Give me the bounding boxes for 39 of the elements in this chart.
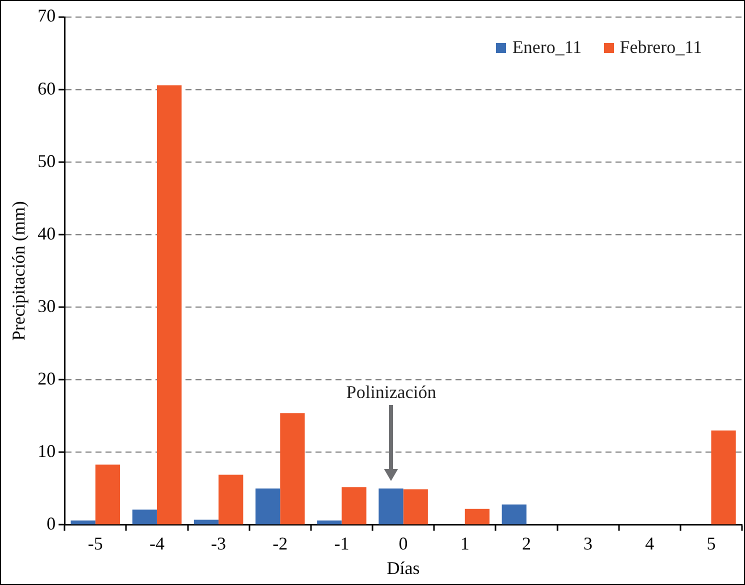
bar — [280, 413, 305, 524]
x-tick-label: -4 — [149, 533, 164, 554]
x-tick-label: 0 — [398, 533, 408, 554]
legend-label: Enero_11 — [512, 37, 582, 58]
bar — [711, 430, 736, 524]
bar — [156, 85, 182, 524]
y-tick-label: 30 — [38, 296, 56, 316]
bar — [194, 520, 219, 524]
y-tick-label: 40 — [38, 223, 56, 244]
bar — [464, 508, 490, 524]
x-axis-title: Días — [386, 558, 420, 578]
y-tick-label: 50 — [38, 150, 56, 171]
y-axis-title: Precipitación (mm) — [8, 201, 29, 341]
y-tick-label: 10 — [38, 440, 56, 461]
y-tick-label: 70 — [38, 6, 56, 26]
bar — [132, 510, 157, 524]
bar — [378, 488, 404, 524]
bar — [218, 474, 244, 524]
bar — [403, 489, 428, 524]
x-tick-label: -3 — [211, 533, 226, 554]
legend-label: Febrero_11 — [620, 37, 702, 58]
annotation: Polinización — [346, 382, 436, 403]
bar — [317, 520, 342, 524]
x-tick-label: 3 — [584, 533, 593, 554]
bar — [502, 504, 526, 524]
bar — [95, 464, 120, 524]
x-tick-label: -1 — [334, 533, 350, 554]
x-tick-label: 1 — [460, 533, 470, 554]
bar — [256, 488, 280, 524]
x-tick-label: 4 — [645, 533, 654, 554]
x-tick-label: 5 — [706, 533, 716, 554]
x-tick-label: 2 — [522, 533, 531, 554]
y-tick-label: 0 — [46, 514, 56, 534]
bar — [342, 487, 366, 524]
y-tick-label: 20 — [38, 368, 56, 388]
x-tick-label: -2 — [272, 533, 288, 554]
bar — [70, 520, 96, 524]
x-tick-label: -5 — [88, 533, 103, 554]
y-tick-label: 60 — [38, 78, 56, 98]
